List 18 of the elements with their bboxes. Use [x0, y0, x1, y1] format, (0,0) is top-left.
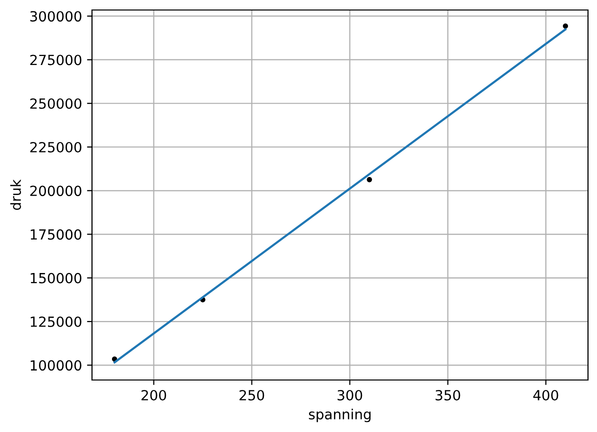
point [562, 23, 568, 29]
point [366, 177, 372, 182]
x-tick-label: 400 [533, 390, 558, 400]
x-tick-label: 250 [240, 390, 264, 400]
x-tick-label: 350 [436, 390, 460, 400]
y-tick-label: 275000 [30, 54, 82, 66]
y-axis-title: druk [10, 179, 22, 210]
y-tick-label: 300000 [30, 11, 82, 22]
y-tick-label: 175000 [30, 229, 82, 240]
y-tick-label: 250000 [30, 98, 82, 109]
y-tick-label: 150000 [30, 272, 82, 284]
x-axis-title: spanning [308, 408, 371, 422]
y-tick-label: 200000 [30, 186, 82, 196]
y-tick-label: 125000 [30, 316, 82, 328]
x-tick-label: 200 [142, 390, 166, 400]
y-tick-label: 100000 [30, 360, 82, 371]
y-tick-label: 225000 [30, 142, 82, 152]
x-tick-label: 300 [338, 390, 362, 400]
